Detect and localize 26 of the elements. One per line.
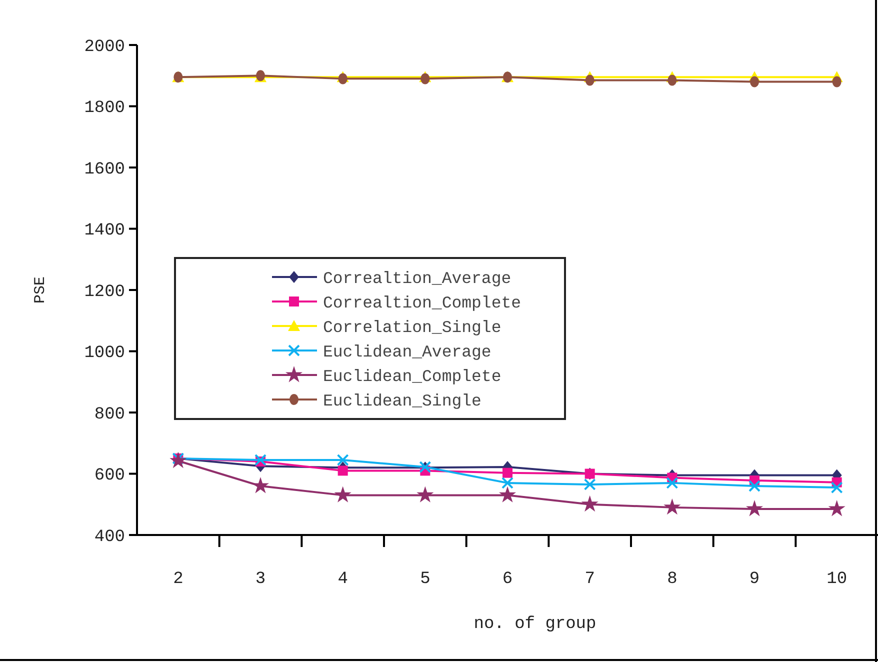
y-tick-label: 1800 <box>84 99 125 118</box>
y-tick-label: 600 <box>94 466 125 486</box>
x-tick-label: 7 <box>584 570 595 589</box>
legend-label: Euclidean_Complete <box>323 366 502 386</box>
legend-label: Euclidean_Average <box>323 342 492 362</box>
y-tick-label: 1600 <box>84 160 125 180</box>
y-tick-label: 800 <box>94 405 125 424</box>
x-tick-label: 6 <box>502 570 513 589</box>
y-tick-label: 1200 <box>84 282 125 302</box>
legend-label: Correaltion_Complete <box>323 293 522 312</box>
x-tick-label: 2 <box>173 570 184 589</box>
legend-label: Correaltion_Average <box>323 268 512 288</box>
y-tick-label: 400 <box>94 528 125 547</box>
legend-label: Correlation_Single <box>323 318 502 337</box>
y-tick-label: 1400 <box>84 222 125 241</box>
y-tick-label: 1000 <box>84 344 125 364</box>
x-axis-title: no. of group <box>474 615 596 634</box>
x-tick-label: 8 <box>667 570 678 589</box>
x-tick-label: 3 <box>255 570 266 589</box>
x-tick-label: 5 <box>420 570 430 589</box>
y-tick-label: 2000 <box>84 38 125 57</box>
x-tick-label: 9 <box>749 570 760 589</box>
y-axis-title: PSE <box>32 276 49 304</box>
legend-label: Euclidean_Single <box>323 391 482 410</box>
x-tick-label: 4 <box>338 570 348 589</box>
x-tick-label: 10 <box>826 570 848 589</box>
